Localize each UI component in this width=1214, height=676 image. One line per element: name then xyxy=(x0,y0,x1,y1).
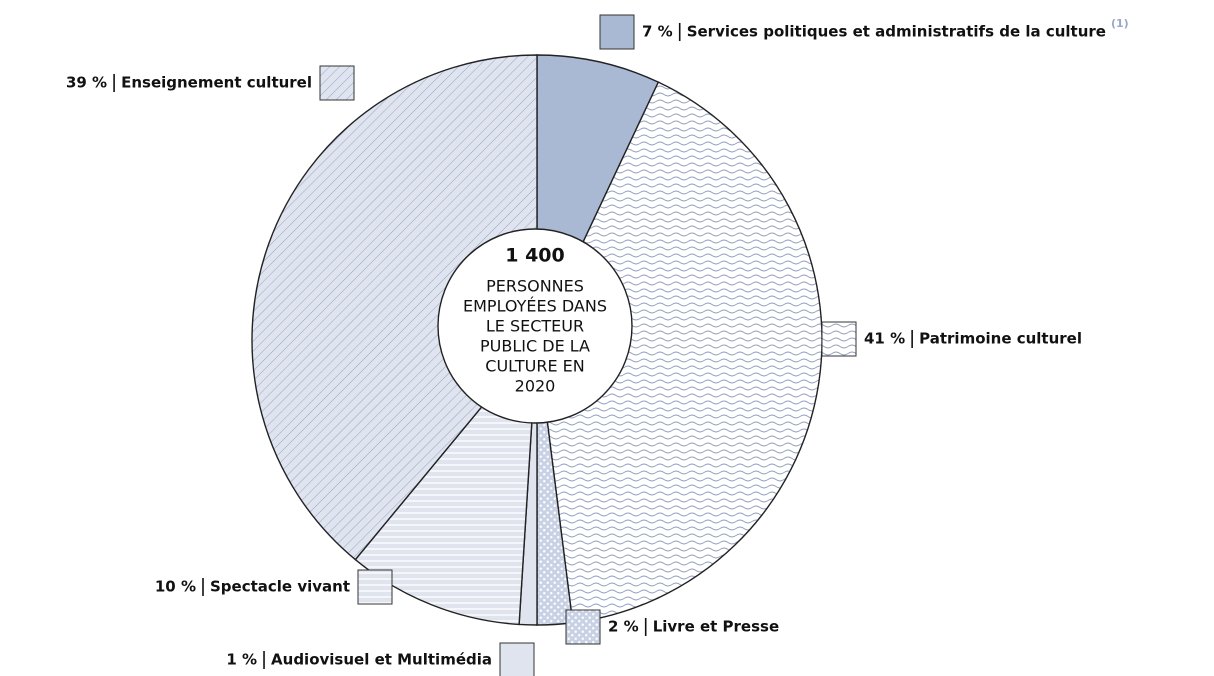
center-text: CULTURE EN xyxy=(485,357,584,376)
legend-swatch xyxy=(319,65,355,101)
center-text: EMPLOYÉES DANS xyxy=(463,297,607,316)
center-text: 2020 xyxy=(515,377,556,396)
legend-label: Patrimoine culturel xyxy=(919,330,1082,348)
center-text: PUBLIC DE LA xyxy=(480,337,590,356)
legend-swatch xyxy=(499,642,535,676)
center-text: LE SECTEUR xyxy=(486,317,584,336)
value-label: 7 % xyxy=(642,23,673,41)
center-title: 1 400 xyxy=(505,245,565,267)
legend-label: Enseignement culturel xyxy=(121,74,312,92)
legend-label: Livre et Presse xyxy=(653,618,779,636)
legend-label: Spectacle vivant xyxy=(210,578,350,596)
footnote-marker: (1) xyxy=(1111,17,1129,30)
legend-swatch xyxy=(821,321,857,357)
value-label: 1 % xyxy=(226,651,257,669)
value-label: 41 % xyxy=(864,330,905,348)
center-text: PERSONNES xyxy=(486,277,584,296)
legend-swatch xyxy=(565,609,601,645)
legend-label: Services politiques et administratifs de… xyxy=(687,23,1106,41)
value-label: 10 % xyxy=(155,578,196,596)
legend-label: Audiovisuel et Multimédia xyxy=(271,651,492,669)
legend-swatch xyxy=(357,569,393,605)
value-label: 2 % xyxy=(608,618,639,636)
legend-swatch xyxy=(599,14,635,50)
center-circle xyxy=(437,228,633,424)
pie-slice xyxy=(536,81,823,624)
value-label: 39 % xyxy=(66,74,107,92)
pie-slice xyxy=(251,54,538,561)
